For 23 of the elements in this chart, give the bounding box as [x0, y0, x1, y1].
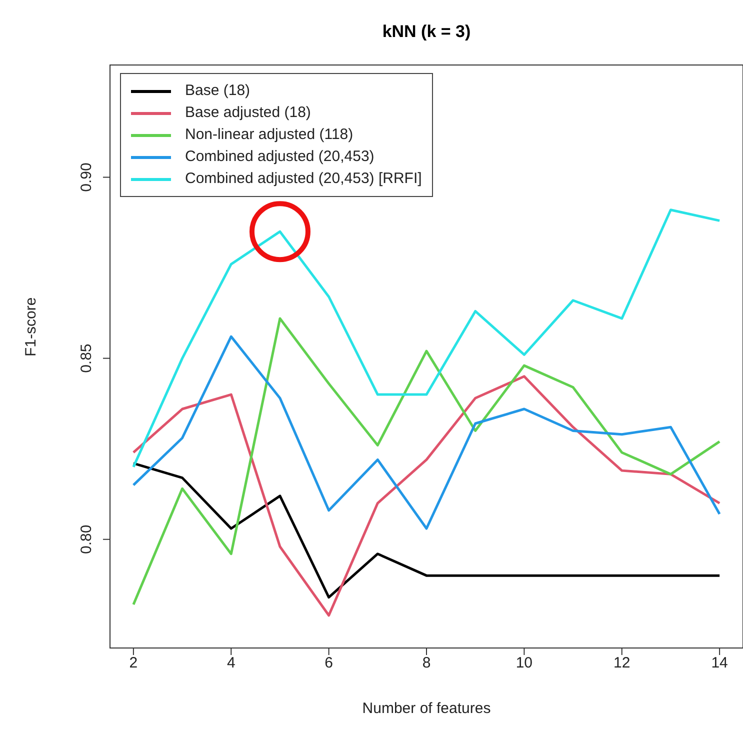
x-tick-label: 6	[324, 654, 333, 672]
y-tick-label: 0.85	[78, 344, 95, 373]
x-axis-title: Number of features	[362, 700, 491, 717]
x-tick-label: 14	[711, 654, 728, 672]
x-tick-label: 10	[516, 654, 533, 672]
x-tick-label: 4	[226, 654, 236, 672]
line-series	[132, 335, 721, 530]
y-tick-label: 0.90	[78, 162, 95, 192]
line-series	[132, 208, 721, 468]
y-axis-title: F1-score	[22, 297, 40, 356]
line-series	[132, 317, 721, 606]
x-tick-label: 8	[422, 654, 431, 672]
chart-title: kNN (k = 3)	[381, 22, 472, 42]
x-tick-label: 2	[129, 654, 138, 672]
x-tick-label: 12	[614, 654, 630, 672]
legend-label: Combined adjusted (20,453)	[185, 147, 374, 167]
line-series	[132, 462, 721, 599]
legend-label: Base (18)	[185, 81, 250, 101]
legend-label: Base adjusted (18)	[185, 103, 311, 123]
line-series	[132, 375, 721, 617]
y-tick-label: 0.80	[78, 524, 95, 554]
legend-label: Combined adjusted (20,453) [RRFI]	[185, 169, 422, 189]
legend-label: Non-linear adjusted (118)	[185, 125, 354, 145]
